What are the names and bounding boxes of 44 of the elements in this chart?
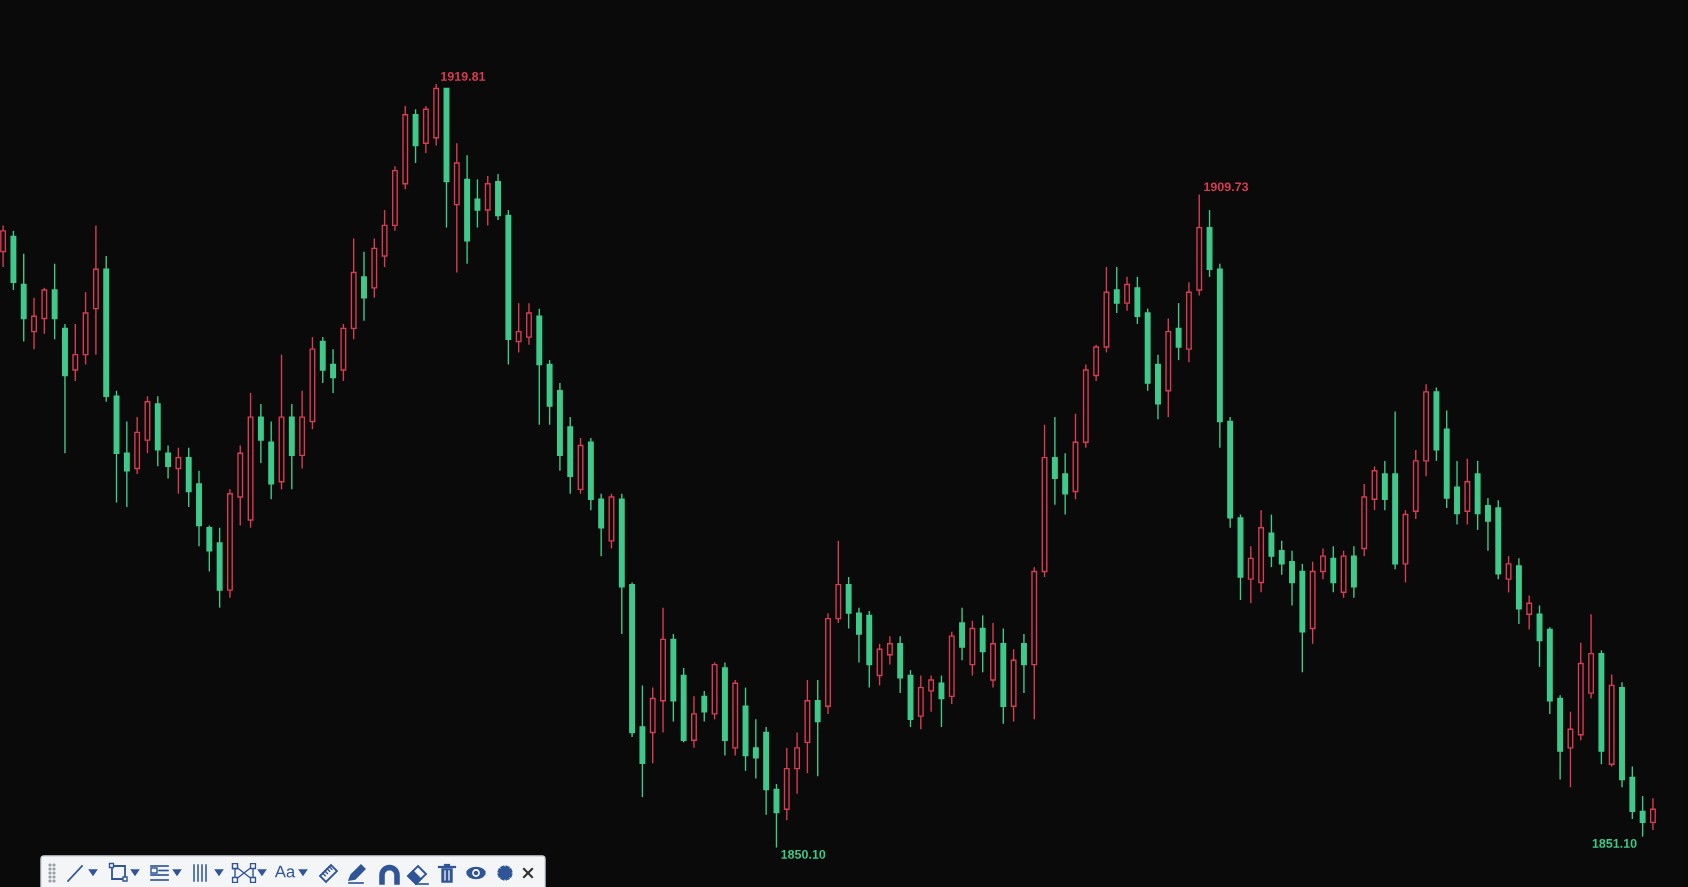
- candlestick: [123, 420, 130, 508]
- candlestick: [1320, 547, 1326, 580]
- candlestick: [1526, 594, 1533, 631]
- text: 1850.10: [781, 849, 826, 859]
- candlestick: [206, 524, 213, 573]
- candlestick: [175, 447, 182, 495]
- candlestick: [701, 690, 708, 723]
- candlestick: [886, 635, 893, 666]
- candlestick: [1505, 555, 1512, 594]
- candlestick: [855, 606, 862, 664]
- candlestick: [1113, 266, 1120, 314]
- candlestick: [0, 224, 7, 268]
- candlestick: [515, 302, 522, 354]
- candlestick: [1484, 497, 1491, 552]
- candlestick: [938, 674, 945, 728]
- candlestick: [752, 718, 759, 780]
- candlestick: [1639, 795, 1646, 838]
- candlestick: [165, 444, 172, 480]
- annotation: 1909.73: [1204, 182, 1249, 192]
- candlestick: [1567, 711, 1574, 788]
- candlestick: [794, 731, 801, 795]
- candlestick: [773, 783, 780, 849]
- candlestick: [330, 348, 337, 394]
- candlestick: [979, 614, 986, 673]
- candlestick: [474, 178, 481, 229]
- candlestick: [361, 250, 367, 322]
- candlestick: [1124, 276, 1131, 312]
- candlestick: [1268, 513, 1275, 568]
- candlestick: [1062, 452, 1069, 516]
- candlestick: [1649, 797, 1656, 831]
- annotation: 1851.10: [1592, 838, 1637, 848]
- candlestick: [31, 296, 37, 350]
- text: 1919.81: [441, 71, 486, 81]
- candlestick: [928, 674, 935, 713]
- candlestick: [72, 323, 79, 382]
- candlestick: [1278, 540, 1285, 576]
- candlestick: [257, 403, 264, 464]
- text: Aa: [274, 865, 296, 878]
- candlestick: [1051, 416, 1058, 506]
- candlestick: [1175, 302, 1182, 361]
- candlestick: [814, 679, 821, 778]
- candlestick: [1289, 550, 1296, 607]
- candlestick: [1247, 545, 1254, 604]
- candlestick: [1020, 633, 1027, 694]
